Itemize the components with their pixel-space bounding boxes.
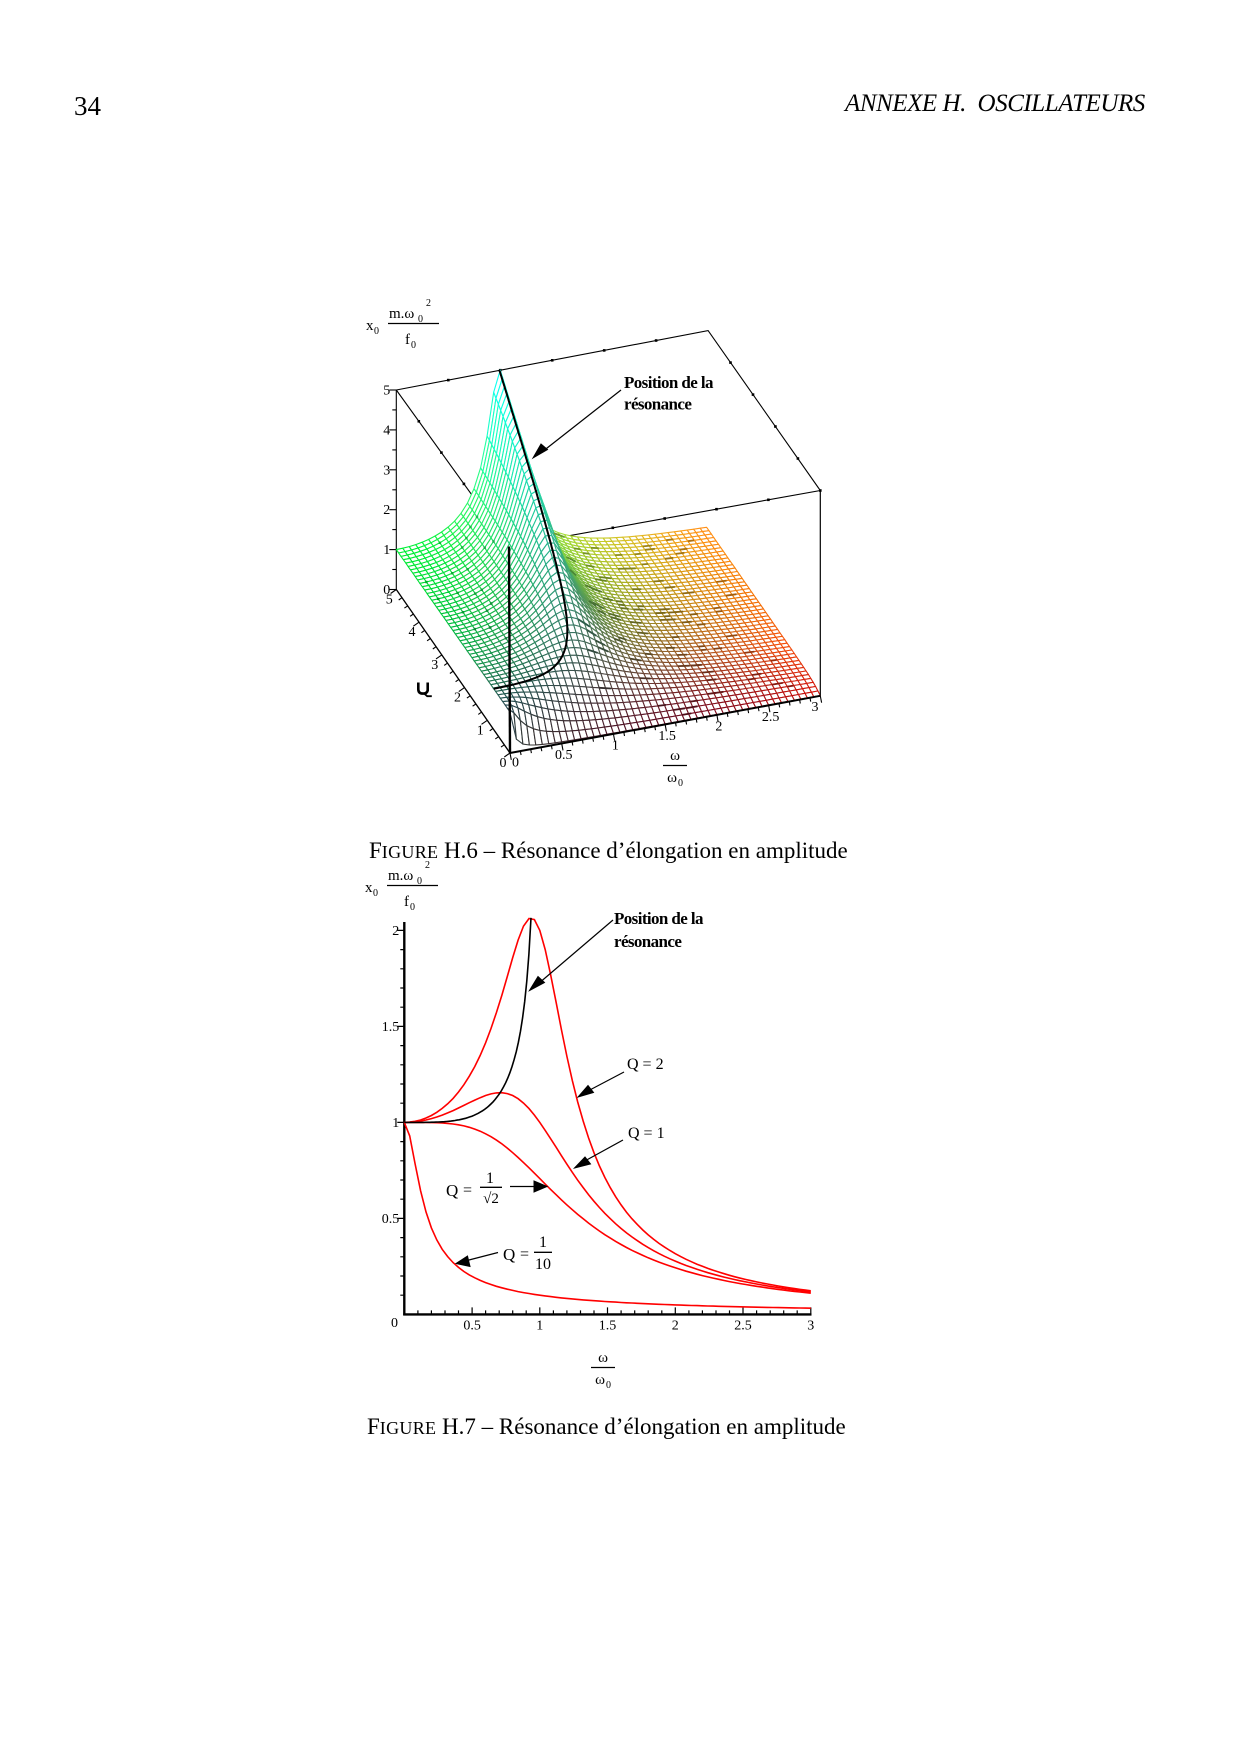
svg-text:2: 2	[426, 298, 431, 309]
svg-text:4: 4	[409, 625, 416, 640]
svg-text:Q = 1: Q = 1	[628, 1125, 665, 1142]
svg-text:1: 1	[536, 1318, 543, 1333]
svg-text:x: x	[365, 880, 373, 896]
svg-text:5: 5	[383, 384, 390, 399]
svg-text:Q = 2: Q = 2	[627, 1056, 664, 1073]
svg-text:résonance: résonance	[614, 932, 682, 951]
svg-text:1.5: 1.5	[599, 1318, 617, 1333]
svg-text:0: 0	[391, 1316, 398, 1331]
svg-text:0: 0	[512, 756, 519, 771]
svg-text:1: 1	[477, 723, 484, 738]
svg-text:1.5: 1.5	[658, 729, 676, 744]
svg-text:=: =	[463, 1182, 472, 1199]
svg-text:ω: ω	[598, 1350, 608, 1366]
svg-text:0: 0	[411, 340, 416, 351]
svg-text:2: 2	[672, 1318, 679, 1333]
svg-text:0: 0	[500, 756, 507, 771]
svg-text:Position de la: Position de la	[614, 909, 704, 928]
svg-text:2.5: 2.5	[734, 1318, 752, 1333]
svg-text:1: 1	[383, 543, 390, 558]
svg-text:3: 3	[807, 1318, 814, 1333]
svg-text:Q: Q	[446, 1181, 458, 1200]
svg-text:0: 0	[678, 778, 683, 789]
svg-text:x: x	[366, 318, 374, 334]
svg-text:0: 0	[417, 876, 422, 887]
svg-text:0: 0	[606, 1380, 611, 1391]
svg-text:f: f	[405, 332, 410, 348]
svg-text:résonance: résonance	[624, 395, 692, 414]
svg-text:0: 0	[418, 314, 423, 325]
svg-text:=: =	[520, 1246, 529, 1263]
svg-text:2: 2	[454, 691, 461, 706]
svg-text:0: 0	[410, 902, 415, 913]
svg-text:2: 2	[383, 503, 390, 518]
svg-text:0: 0	[373, 888, 378, 899]
svg-text:ω: ω	[670, 748, 680, 764]
svg-text:1: 1	[486, 1170, 494, 1187]
svg-text:ω: ω	[595, 1372, 605, 1388]
svg-text:2: 2	[715, 719, 722, 734]
svg-text:0: 0	[383, 583, 390, 598]
svg-text:1.5: 1.5	[382, 1020, 400, 1035]
svg-text:1: 1	[612, 738, 619, 753]
svg-text:2.5: 2.5	[762, 710, 780, 725]
svg-text:3: 3	[383, 463, 390, 478]
svg-text:1: 1	[392, 1116, 399, 1131]
svg-text:0.5: 0.5	[555, 748, 573, 763]
svg-text:Position de la: Position de la	[624, 373, 714, 392]
svg-text:0: 0	[374, 326, 379, 337]
svg-text:f: f	[404, 894, 409, 910]
svg-text:0.5: 0.5	[463, 1318, 481, 1333]
svg-text:5: 5	[386, 593, 393, 608]
svg-text:4: 4	[383, 423, 390, 438]
svg-text:Q: Q	[503, 1245, 515, 1264]
svg-text:3: 3	[431, 658, 438, 673]
svg-text:10: 10	[535, 1256, 551, 1273]
svg-text:m.ω: m.ω	[388, 868, 413, 884]
svg-text:2: 2	[425, 860, 430, 871]
svg-text:m.ω: m.ω	[389, 306, 414, 322]
svg-text:ω: ω	[667, 770, 677, 786]
svg-text:3: 3	[812, 700, 819, 715]
svg-text:√2: √2	[483, 1191, 499, 1207]
svg-text:1: 1	[539, 1234, 547, 1251]
svg-text:2: 2	[392, 924, 399, 939]
svg-text:0.5: 0.5	[382, 1212, 400, 1227]
